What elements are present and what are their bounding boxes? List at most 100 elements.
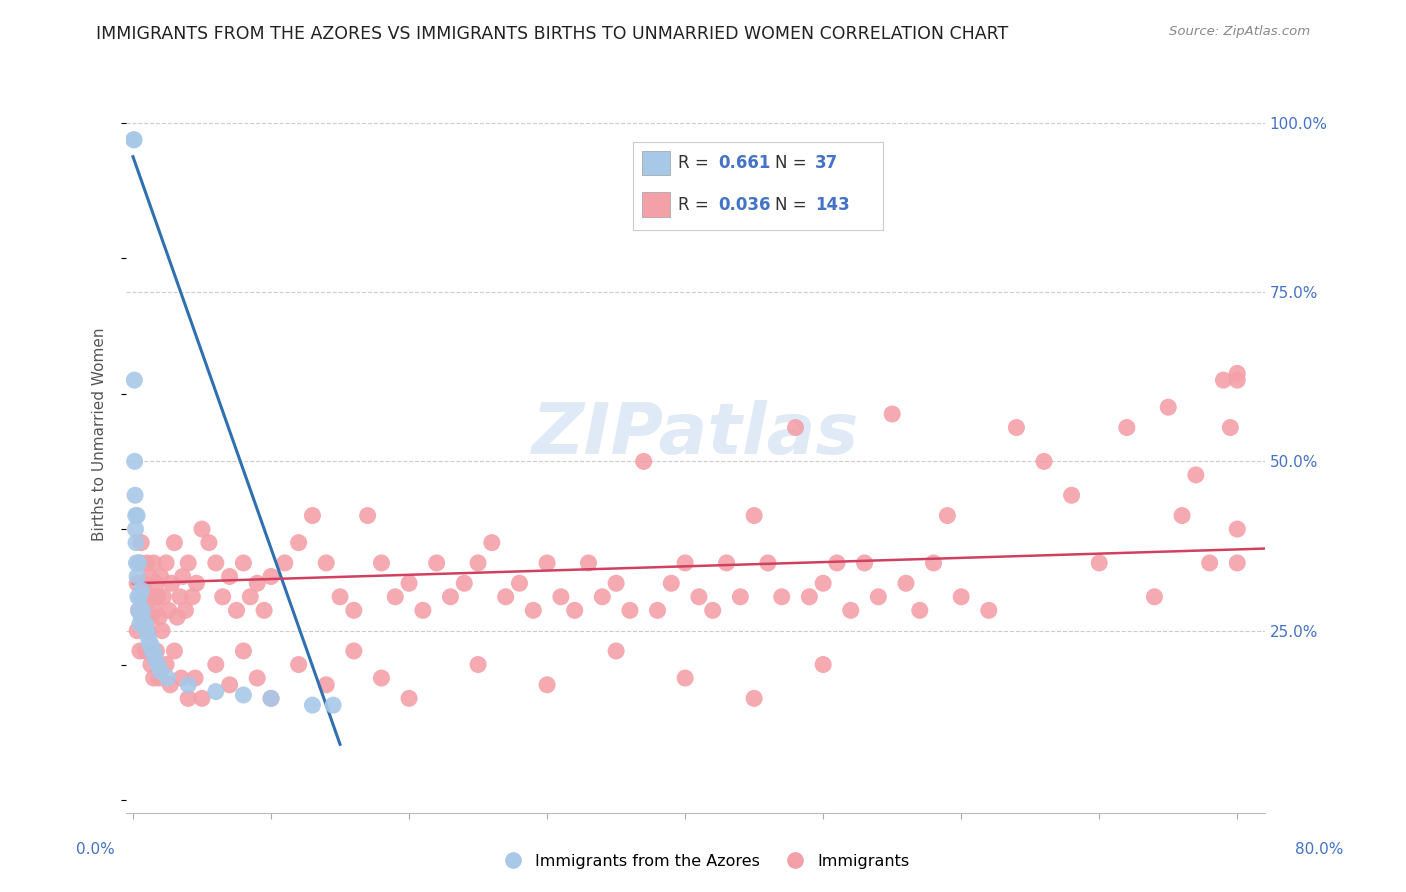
Point (633, 454, 655, 468)
Point (128, 616, 150, 631)
Point (134, 616, 156, 631)
Text: IMMIGRANTS FROM THE AZORES VS IMMIGRANTS BIRTHS TO UNMARRIED WOMEN CORRELATION C: IMMIGRANTS FROM THE AZORES VS IMMIGRANTS… (96, 25, 1008, 43)
Point (673, 556, 696, 570)
Point (127, 508, 149, 523)
Point (124, 488, 146, 502)
Point (702, 603, 724, 617)
Point (536, 556, 558, 570)
Text: N =: N = (775, 153, 813, 172)
Point (150, 624, 173, 638)
Point (647, 603, 669, 617)
Point (129, 535, 152, 549)
Point (122, 133, 145, 147)
Point (136, 590, 159, 604)
Point (170, 671, 193, 685)
Point (742, 691, 765, 706)
Point (131, 603, 153, 617)
Text: 143: 143 (815, 195, 849, 213)
FancyBboxPatch shape (633, 143, 883, 229)
Point (716, 556, 738, 570)
Point (128, 603, 150, 617)
Point (246, 671, 269, 685)
Point (756, 556, 779, 570)
Point (135, 624, 157, 638)
Point (799, 590, 821, 604)
Point (163, 535, 186, 549)
Point (138, 569, 160, 583)
Point (129, 590, 152, 604)
Point (156, 671, 179, 685)
Point (142, 644, 165, 658)
Point (659, 576, 682, 591)
Point (329, 590, 352, 604)
Text: 80.0%: 80.0% (1295, 842, 1343, 856)
Point (141, 590, 163, 604)
Point (688, 590, 710, 604)
Point (166, 610, 188, 624)
Point (204, 657, 226, 672)
Point (122, 133, 145, 147)
Point (125, 535, 148, 549)
Point (398, 576, 420, 591)
Point (239, 590, 262, 604)
Text: 37: 37 (815, 153, 838, 172)
Point (495, 590, 517, 604)
Point (1060, 488, 1083, 502)
Point (894, 576, 917, 591)
Point (301, 508, 323, 523)
Point (1226, 367, 1249, 381)
Point (169, 590, 191, 604)
Point (673, 671, 696, 685)
Text: R =: R = (678, 195, 714, 213)
Point (508, 576, 530, 591)
Point (124, 522, 146, 536)
Point (370, 671, 392, 685)
Point (124, 454, 146, 468)
Point (467, 657, 489, 672)
Point (426, 556, 449, 570)
Point (811, 657, 834, 672)
Point (128, 556, 150, 570)
Point (343, 644, 366, 658)
Point (159, 678, 181, 692)
Point (129, 610, 152, 624)
Point (467, 556, 489, 570)
Point (232, 644, 254, 658)
Point (143, 603, 166, 617)
Point (274, 556, 297, 570)
Point (139, 610, 162, 624)
Point (253, 603, 276, 617)
Point (260, 691, 283, 706)
Point (578, 556, 600, 570)
Point (127, 624, 149, 638)
Point (591, 590, 613, 604)
Point (148, 610, 170, 624)
Point (260, 691, 283, 706)
Point (453, 576, 475, 591)
Point (149, 665, 172, 679)
Point (218, 678, 240, 692)
Point (564, 603, 586, 617)
Point (174, 603, 197, 617)
Point (356, 508, 378, 523)
Point (811, 576, 834, 591)
Point (145, 644, 167, 658)
Point (211, 590, 233, 604)
Point (149, 569, 172, 583)
Point (127, 569, 149, 583)
Point (868, 590, 890, 604)
Point (619, 603, 641, 617)
Point (146, 657, 169, 672)
Point (785, 420, 807, 434)
Point (128, 644, 150, 658)
Point (977, 603, 1000, 617)
Point (1198, 556, 1220, 570)
Point (184, 671, 207, 685)
Point (882, 407, 904, 421)
Point (138, 637, 160, 651)
Point (198, 535, 221, 549)
FancyBboxPatch shape (643, 151, 671, 175)
Point (128, 603, 150, 617)
Point (1171, 508, 1194, 523)
Point (536, 678, 558, 692)
